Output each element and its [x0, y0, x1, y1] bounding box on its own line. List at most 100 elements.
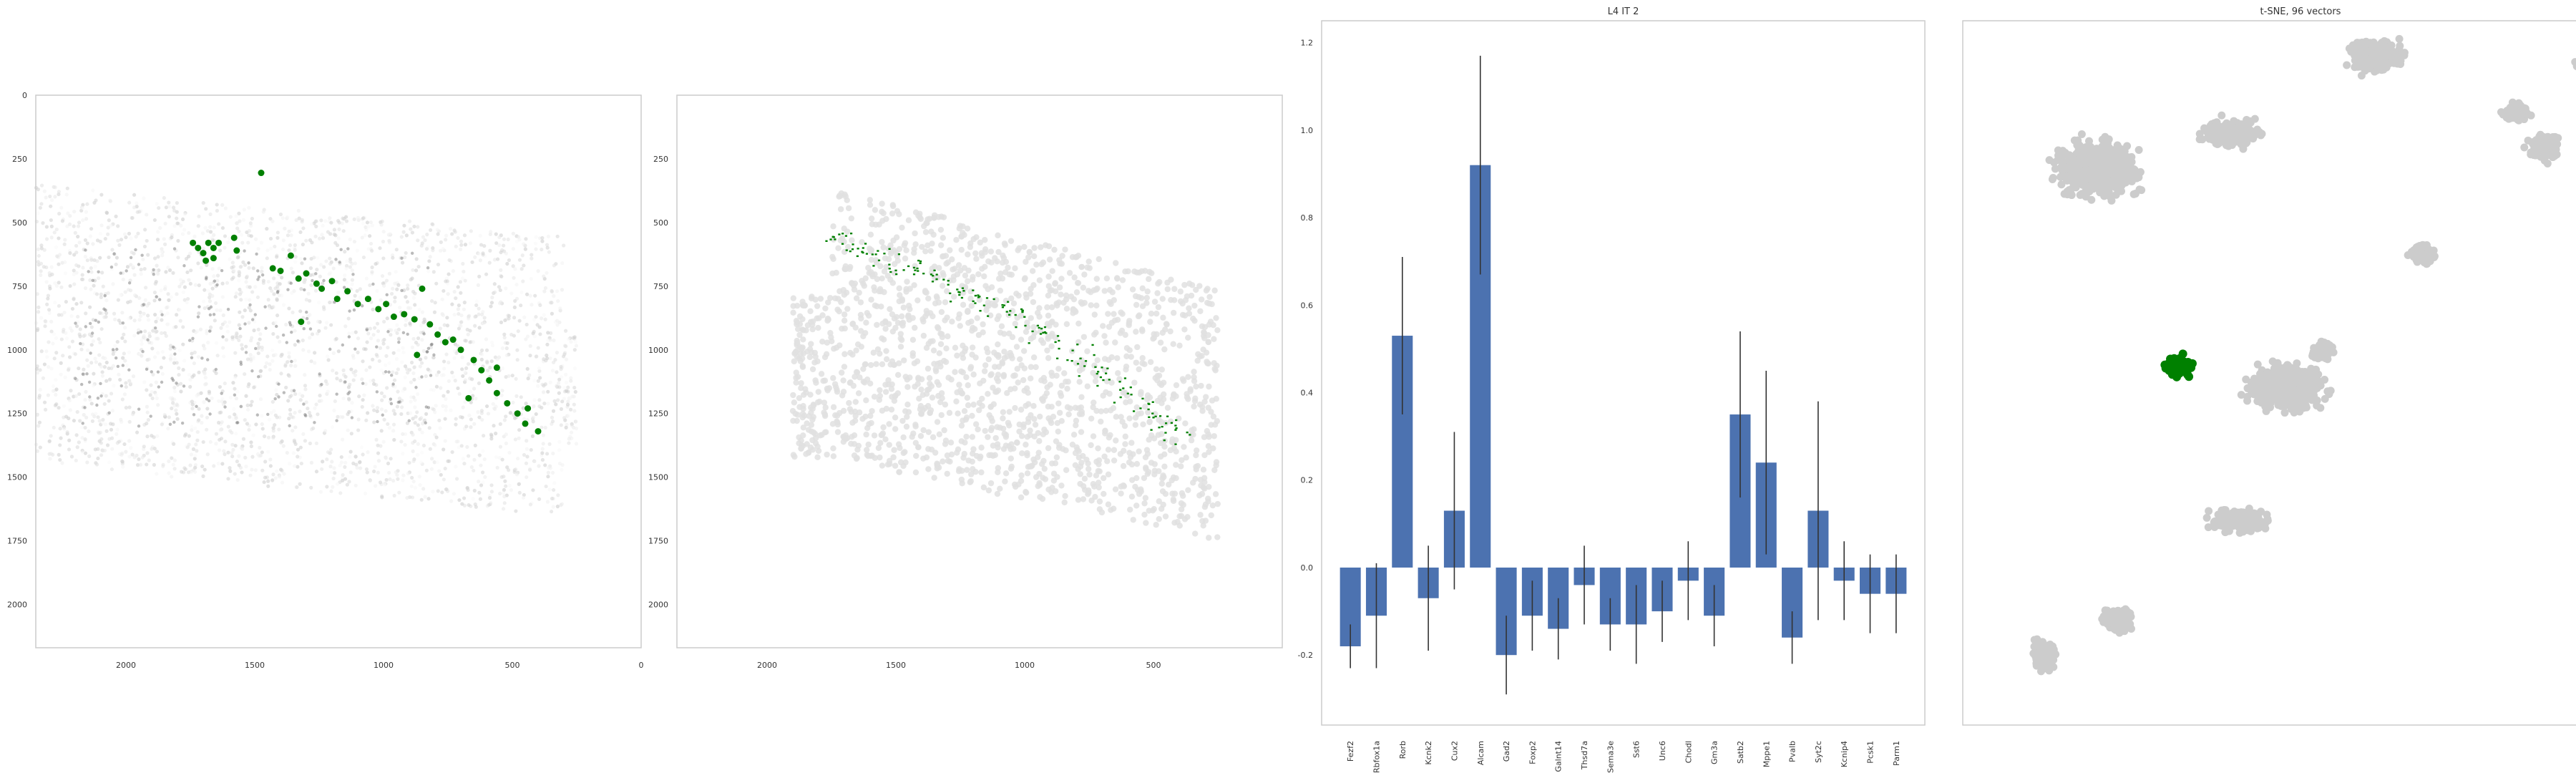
tissue-cell	[542, 313, 546, 317]
tissue-cell	[164, 334, 168, 338]
tissue-cell	[282, 472, 286, 476]
tissue-cell-dark	[396, 400, 400, 404]
tissue-cell	[529, 276, 533, 281]
tissue-cell	[932, 368, 940, 374]
tissue-cell	[995, 341, 1001, 348]
tissue-cell	[1025, 254, 1032, 261]
tissue-cell	[569, 339, 573, 344]
tissue-cell	[945, 457, 952, 464]
tissue-cell	[205, 407, 210, 411]
tissue-cell	[1010, 445, 1017, 452]
tissue-cell	[522, 263, 526, 268]
tissue-cell	[504, 414, 508, 419]
tissue-cell	[823, 429, 829, 435]
tissue-cell	[372, 470, 376, 474]
tissue-cell	[969, 412, 975, 419]
tissue-cell	[293, 248, 297, 252]
highlight-segment	[1164, 432, 1167, 434]
tissue-cell	[970, 371, 977, 378]
tissue-cell	[243, 455, 248, 460]
tissue-cell	[395, 287, 399, 291]
tissue-cell-dark	[87, 380, 92, 384]
tissue-cell	[65, 224, 69, 228]
tissue-cell	[879, 407, 886, 414]
tissue-cell-dark	[107, 411, 111, 414]
tissue-cell	[1023, 329, 1030, 335]
tissue-cell	[912, 230, 918, 237]
tissue-cell	[218, 428, 223, 432]
tissue-cell	[247, 321, 251, 325]
tissue-cell	[825, 299, 831, 306]
tissue-cell	[348, 265, 353, 269]
tissue-cell	[42, 265, 47, 269]
tissue-cell	[824, 451, 830, 458]
tissue-cell	[320, 233, 324, 237]
tissue-cell	[1090, 404, 1096, 411]
tissue-cell	[137, 328, 141, 332]
tissue-cell	[572, 385, 577, 390]
tissue-cell	[995, 232, 1001, 239]
tissue-cell-dark	[343, 286, 346, 289]
tissue-cell	[1176, 342, 1183, 349]
highlight-segment	[958, 291, 961, 293]
tissue-cell	[391, 351, 396, 355]
tissue-cell	[1073, 422, 1079, 429]
tissue-cell	[1060, 299, 1067, 306]
tissue-cell	[260, 450, 264, 454]
tissue-cell	[800, 432, 806, 439]
tissue-cell	[976, 399, 982, 407]
tissue-cell	[197, 283, 201, 288]
tissue-cell	[362, 393, 366, 397]
tissue-cell	[1152, 411, 1158, 417]
highlight-segment	[930, 273, 933, 276]
tissue-cell	[314, 470, 319, 474]
highlight-segment	[1043, 331, 1046, 334]
tissue-cell	[164, 270, 168, 274]
y-tick-label: 250	[12, 155, 27, 164]
tissue-cell	[1197, 308, 1204, 314]
tissue-cell	[39, 349, 44, 354]
tissue-cell	[962, 272, 969, 279]
tissue-cell	[380, 495, 384, 500]
tissue-cell	[364, 225, 368, 230]
tissue-cell	[942, 402, 949, 408]
tissue-cell	[1073, 289, 1080, 296]
tissue-cell	[1079, 366, 1085, 372]
tissue-cell	[83, 397, 87, 402]
tissue-cell	[427, 426, 431, 430]
tissue-cell	[208, 299, 213, 303]
highlight-segment	[947, 283, 950, 286]
tissue-cell-dark	[346, 392, 350, 396]
tissue-cell	[897, 459, 904, 466]
tissue-cell	[1191, 403, 1197, 410]
tissue-cell	[328, 300, 332, 305]
tissue-cell	[799, 316, 806, 323]
tissue-cell	[525, 475, 529, 480]
tissue-cell	[419, 460, 423, 465]
tissue-cell	[494, 432, 498, 436]
tissue-cell	[1008, 455, 1014, 462]
tissue-cell	[74, 243, 79, 248]
tissue-cell	[51, 384, 56, 389]
tissue-cell	[57, 262, 61, 266]
tissue-cell	[243, 418, 247, 422]
tissue-cell	[1181, 326, 1188, 333]
tissue-cell	[326, 389, 330, 394]
tissue-cell	[270, 288, 274, 293]
tissue-cell-dark	[116, 364, 120, 369]
highlight-segment	[864, 243, 867, 245]
tissue-cell	[62, 427, 67, 431]
tissue-cell	[233, 351, 238, 355]
tissue-cell-dark	[296, 339, 300, 343]
tissue-cell	[44, 195, 48, 200]
tissue-cell	[1200, 467, 1207, 473]
tissue-cell	[872, 257, 879, 263]
tissue-cell	[1031, 245, 1038, 251]
tissue-cell	[387, 361, 391, 366]
tissue-cell	[413, 291, 417, 296]
tissue-cell	[409, 484, 414, 489]
tissue-cell	[879, 430, 887, 437]
tissue-cell	[1063, 321, 1070, 327]
tissue-cell	[154, 380, 158, 384]
tissue-cell	[808, 349, 815, 356]
